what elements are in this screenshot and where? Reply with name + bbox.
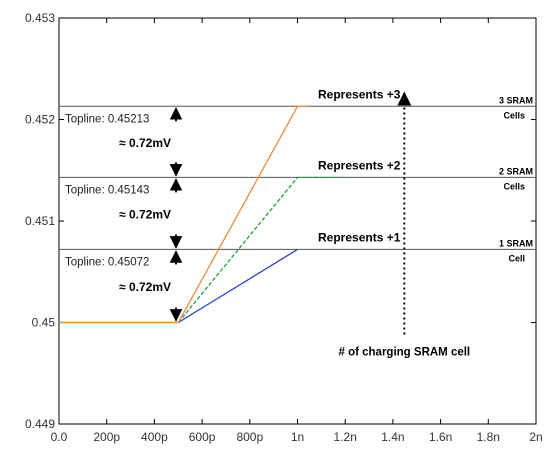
cell-count-label: 2 SRAM (499, 166, 533, 176)
topline-label: Topline: 0.45072 (65, 256, 149, 268)
x-tick-label: 2n (529, 430, 542, 444)
x-tick-label: 600p (189, 430, 216, 444)
x-tick-label: 200p (93, 430, 120, 444)
topline-label: Topline: 0.45213 (65, 113, 149, 125)
charging-caption: # of charging SRAM cell (339, 347, 471, 359)
plot-frame (58, 17, 537, 425)
x-tick-label: 400p (141, 430, 168, 444)
y-tick-label: 0.451 (25, 214, 55, 228)
y-tick-label: 0.449 (25, 417, 55, 431)
delta-label: ≈ 0.72mV (119, 280, 171, 294)
represents-label: Represents +1 (318, 230, 401, 244)
represents-label: Represents +2 (318, 158, 401, 172)
series-line (177, 176, 341, 323)
series-layer (59, 105, 341, 324)
x-tick-label: 1.6n (429, 430, 452, 444)
delta-label: ≈ 0.72mV (119, 207, 171, 221)
cell-count-label: 3 SRAM (499, 95, 533, 105)
cell-count-label: Cell (508, 253, 525, 263)
y-tick-label: 0.453 (25, 11, 55, 25)
represents-label: Represents +3 (318, 87, 401, 101)
y-tick-label: 0.45 (32, 316, 56, 330)
ticks-layer: 0.0 200p 400p 600p 800p 1n 1.2n 1.4n 1.6n 1.8n 2n 0… (25, 11, 543, 444)
topline-label: Topline: 0.45143 (65, 184, 149, 196)
cell-count-label: Cells (503, 110, 525, 120)
x-tick-label: 1.2n (334, 430, 357, 444)
x-tick-label: 1.8n (477, 430, 500, 444)
cell-count-label: Cells (503, 181, 525, 191)
x-tick-label: 0.0 (51, 430, 68, 444)
series-line (59, 105, 310, 324)
x-tick-label: 1n (291, 430, 304, 444)
x-tick-label: 1.4n (381, 430, 404, 444)
y-tick-label: 0.452 (25, 113, 55, 127)
toplines-layer: Topline: 0.45213 Represents +3 3 SRAM Cells… (59, 87, 536, 268)
delta-label: ≈ 0.72mV (119, 136, 171, 150)
cell-count-label: 1 SRAM (499, 238, 533, 248)
annotations-layer: ≈ 0.72mV ≈ 0.72mV ≈ 0.72mV # of charging SR… (119, 91, 471, 359)
x-tick-label: 800p (236, 430, 263, 444)
